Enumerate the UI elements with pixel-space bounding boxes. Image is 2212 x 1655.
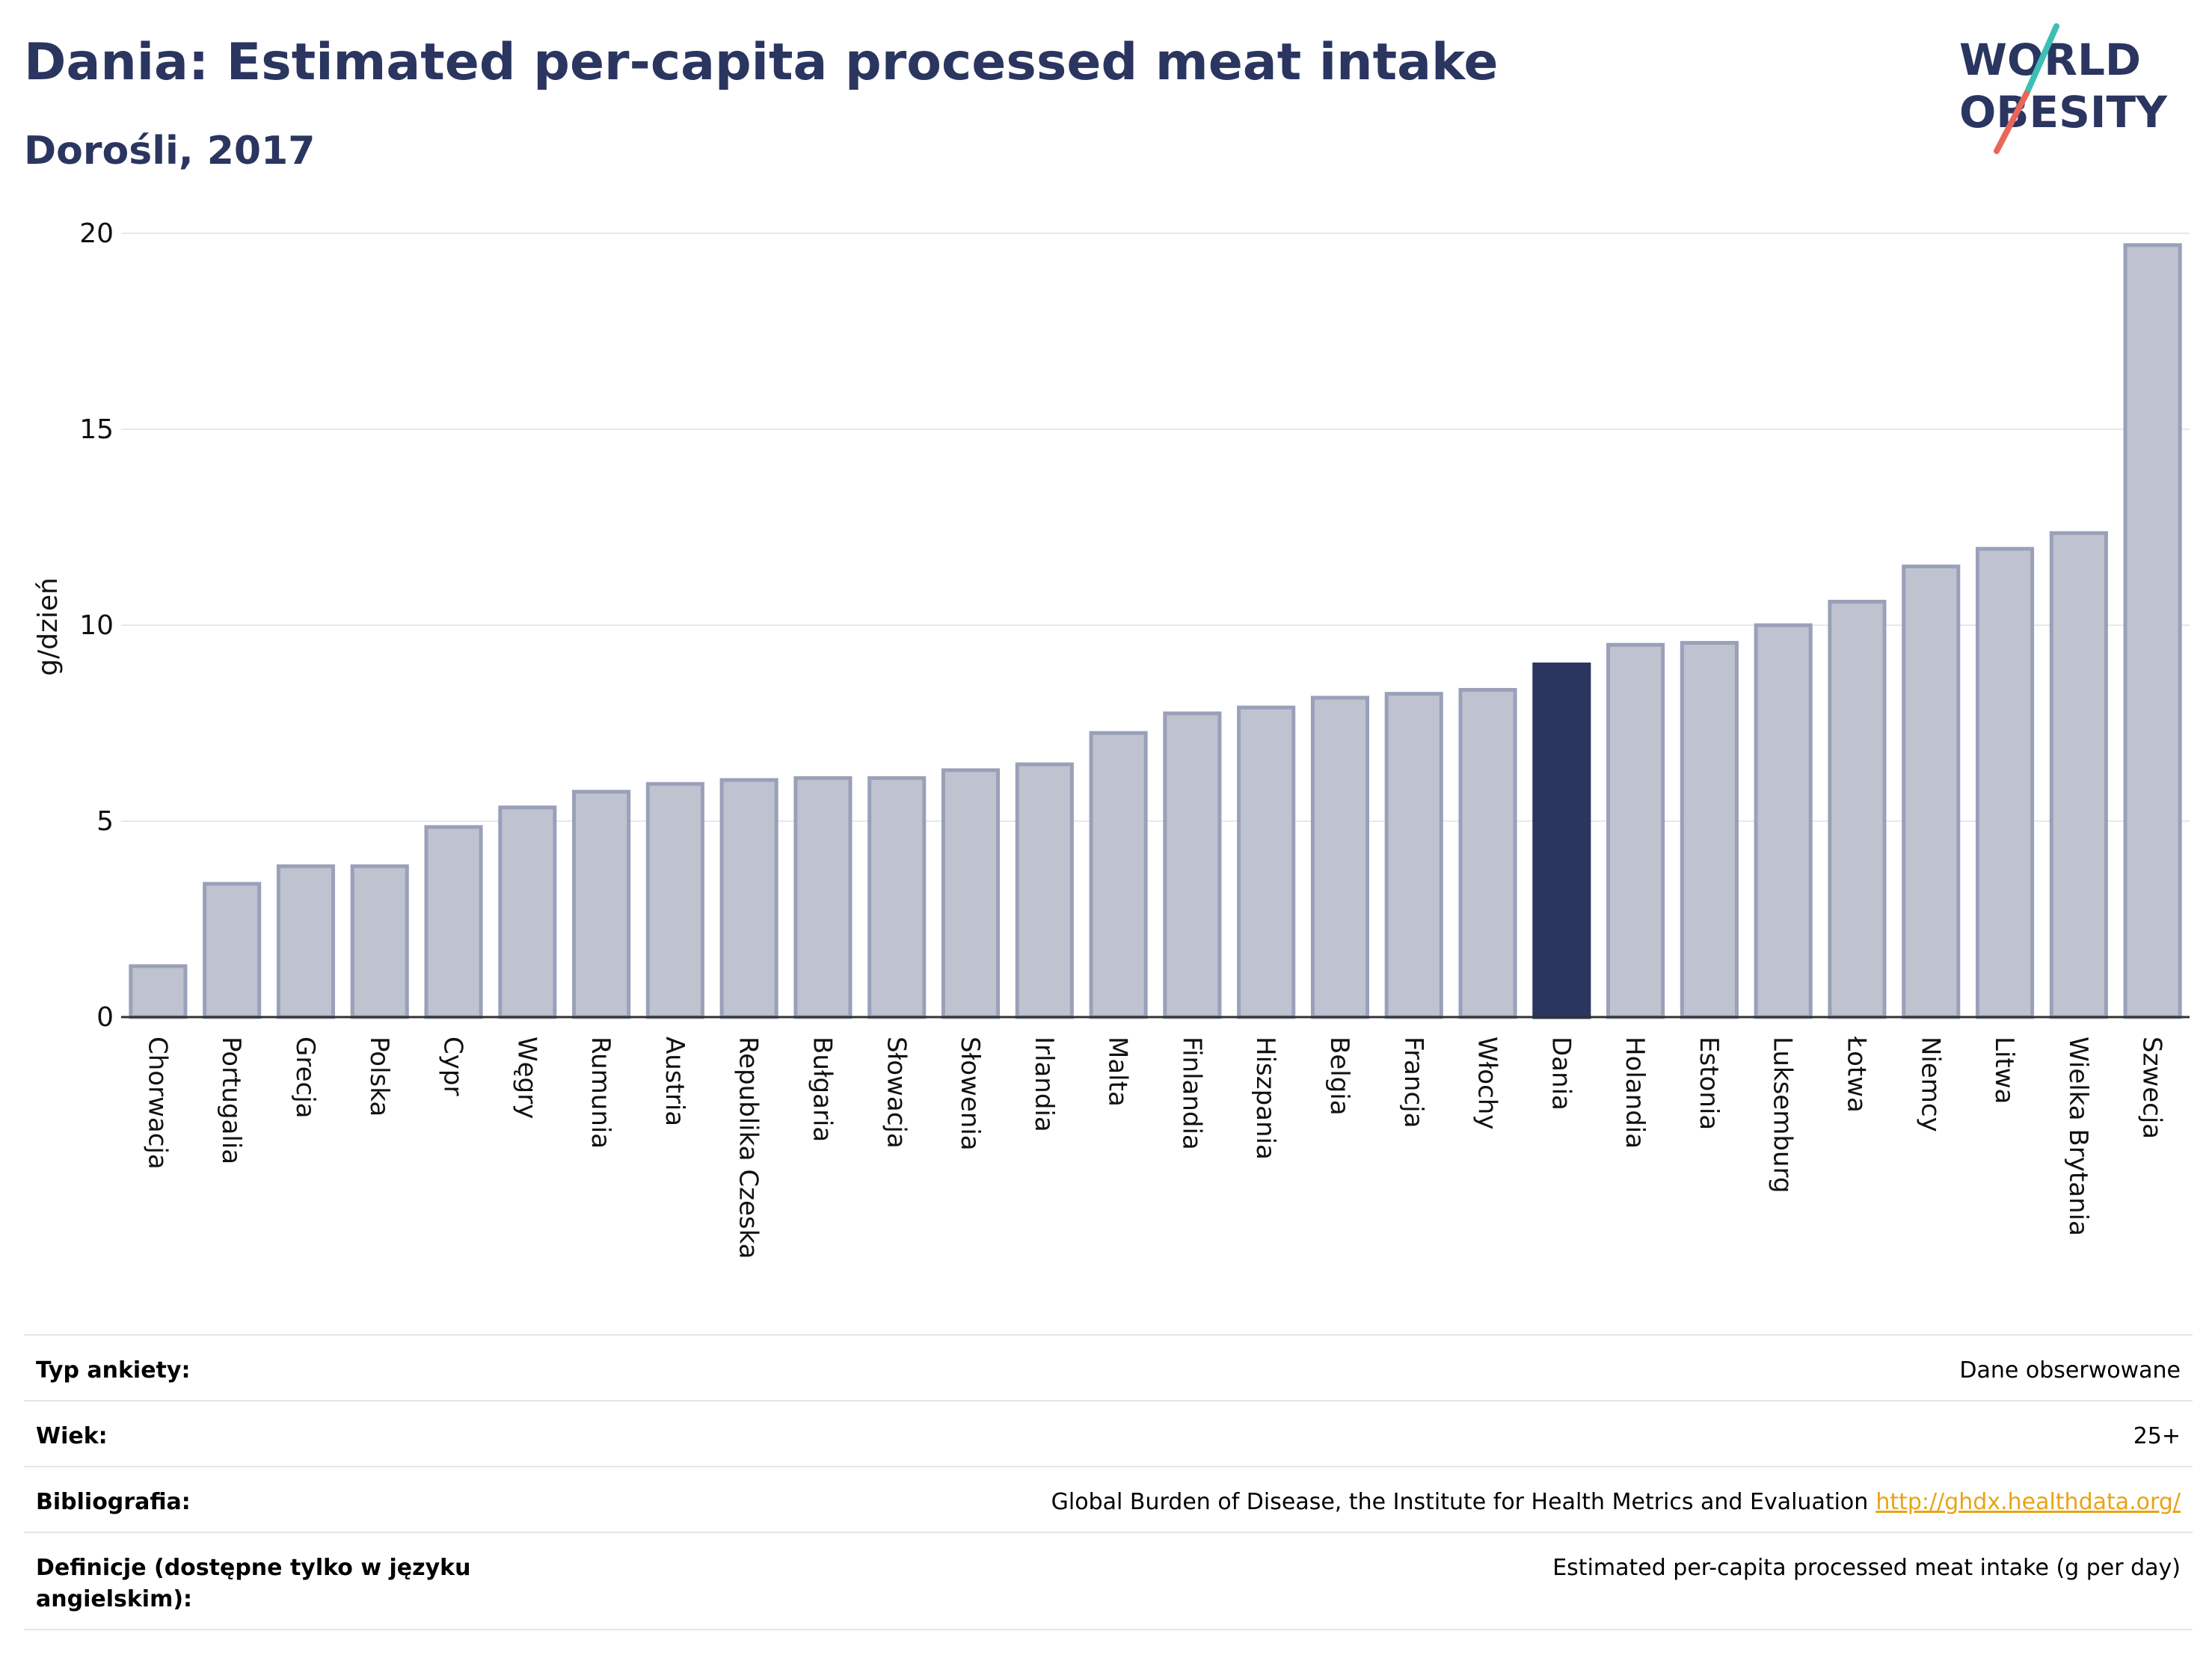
logo-slash-bottom bbox=[1994, 90, 2030, 154]
x-tick-label: Słowacja bbox=[881, 1037, 911, 1149]
x-tick-label: Luksemburg bbox=[1768, 1037, 1798, 1193]
info-value-text: Estimated per-capita processed meat inta… bbox=[1552, 1555, 2181, 1581]
bar bbox=[1237, 705, 1296, 1019]
x-tick-label: Cypr bbox=[438, 1037, 468, 1096]
x-tick-label: Grecja bbox=[290, 1037, 320, 1118]
info-row: Bibliografia: Global Burden of Disease, t… bbox=[24, 1466, 2193, 1532]
bar bbox=[1163, 711, 1222, 1019]
bar bbox=[498, 805, 557, 1019]
x-tick-label: Litwa bbox=[1989, 1037, 2019, 1104]
info-label: Definicje (dostępne tylko w języku angie… bbox=[36, 1555, 471, 1612]
bar bbox=[2123, 243, 2182, 1019]
info-row: Typ ankiety: Dane obserwowane bbox=[24, 1334, 2193, 1400]
bar bbox=[203, 882, 262, 1019]
chart-title: Dania: Estimated per-capita processed me… bbox=[24, 33, 1499, 92]
bar bbox=[941, 768, 1001, 1019]
info-value-text: Global Burden of Disease, the Institute … bbox=[1051, 1489, 1869, 1515]
bar bbox=[1754, 623, 1813, 1019]
info-value: Estimated per-capita processed meat inta… bbox=[1552, 1553, 2181, 1584]
y-axis-ticks: 0 5 10 15 20 bbox=[79, 218, 114, 1033]
info-value-text: Dane obserwowane bbox=[1959, 1357, 2181, 1384]
info-row: Wiek: 25+ bbox=[24, 1400, 2193, 1466]
bar bbox=[572, 790, 631, 1019]
info-label: Bibliografia: bbox=[36, 1489, 191, 1515]
bar bbox=[1384, 692, 1443, 1019]
info-value: Global Burden of Disease, the Institute … bbox=[1051, 1487, 2181, 1518]
x-tick-label: Dania bbox=[1546, 1037, 1576, 1111]
x-tick-label: Francja bbox=[1398, 1037, 1428, 1128]
bar bbox=[276, 864, 336, 1019]
x-tick-label: Łotwa bbox=[1841, 1036, 1871, 1113]
info-value: 25+ bbox=[2133, 1421, 2181, 1452]
y-tick-label: 10 bbox=[79, 610, 114, 641]
world-obesity-logo: WORLD OBESITY bbox=[1959, 23, 2168, 154]
y-tick-label: 0 bbox=[96, 1002, 114, 1033]
x-tick-label: Republika Czeska bbox=[734, 1037, 764, 1259]
x-tick-label: Irlandia bbox=[1029, 1037, 1059, 1132]
bar-highlight bbox=[1532, 662, 1591, 1019]
x-tick-label: Niemcy bbox=[1915, 1037, 1945, 1132]
bar bbox=[793, 776, 852, 1019]
bar bbox=[645, 782, 704, 1019]
info-row: Definicje (dostępne tylko w języku angie… bbox=[24, 1532, 2193, 1630]
x-tick-label: Chorwacja bbox=[142, 1037, 172, 1170]
info-value-text: 25+ bbox=[2133, 1423, 2181, 1449]
logo-slash-top bbox=[2024, 23, 2059, 96]
bar bbox=[719, 778, 778, 1019]
bar bbox=[2049, 531, 2108, 1019]
bar bbox=[1680, 641, 1739, 1019]
x-axis-ticks: Chorwacja Portugalia Grecja Polska Cypr Węgry… bbox=[142, 1036, 2166, 1259]
x-tick-label: Włochy bbox=[1472, 1037, 1502, 1129]
bar bbox=[1975, 547, 2035, 1019]
info-label: Typ ankiety: bbox=[36, 1357, 191, 1384]
x-tick-label: Belgia bbox=[1324, 1037, 1354, 1116]
y-tick-label: 5 bbox=[96, 806, 114, 837]
x-tick-label: Szwecja bbox=[2137, 1037, 2167, 1139]
bar bbox=[1089, 731, 1148, 1019]
x-tick-label: Węgry bbox=[511, 1037, 541, 1119]
bar bbox=[867, 776, 927, 1019]
x-tick-label: Holandia bbox=[1620, 1037, 1650, 1149]
bar bbox=[1458, 687, 1517, 1019]
x-tick-label: Austria bbox=[660, 1037, 689, 1126]
bar bbox=[350, 864, 409, 1019]
y-tick-label: 15 bbox=[79, 414, 114, 445]
bar-chart: 0 5 10 15 20 Chorwacja Portugalia Grecja Polska… bbox=[33, 218, 2190, 1259]
x-tick-label: Wielka Brytania bbox=[2063, 1037, 2093, 1236]
bar bbox=[129, 964, 188, 1019]
bar bbox=[1606, 642, 1665, 1019]
bar bbox=[1310, 696, 1370, 1019]
logo-line2: OBESITY bbox=[1959, 87, 2168, 138]
x-tick-label: Estonia bbox=[1694, 1037, 1724, 1130]
bar bbox=[424, 825, 483, 1019]
info-table: Typ ankiety: Dane obserwowane Wiek: 25+ Bibl… bbox=[24, 1334, 2193, 1630]
bar bbox=[1828, 600, 1887, 1019]
x-tick-label: Bułgaria bbox=[807, 1037, 837, 1142]
x-tick-label: Portugalia bbox=[216, 1037, 246, 1164]
x-tick-label: Rumunia bbox=[586, 1037, 615, 1149]
info-value: Dane obserwowane bbox=[1959, 1355, 2181, 1387]
y-axis-label: g/dzień bbox=[33, 577, 64, 676]
chart-subtitle: Dorośli, 2017 bbox=[24, 129, 316, 174]
info-label: Wiek: bbox=[36, 1423, 108, 1449]
bars bbox=[129, 243, 2182, 1019]
x-tick-label: Słowenia bbox=[955, 1037, 985, 1151]
x-tick-label: Polska bbox=[364, 1037, 394, 1117]
x-tick-label: Finlandia bbox=[1176, 1037, 1206, 1150]
x-tick-label: Malta bbox=[1103, 1037, 1133, 1107]
bar bbox=[1902, 564, 1961, 1019]
x-tick-label: Hiszpania bbox=[1250, 1037, 1280, 1160]
source-link[interactable]: http://ghdx.healthdata.org/ bbox=[1875, 1489, 2181, 1515]
y-tick-label: 20 bbox=[79, 218, 114, 249]
bar bbox=[1015, 762, 1074, 1019]
